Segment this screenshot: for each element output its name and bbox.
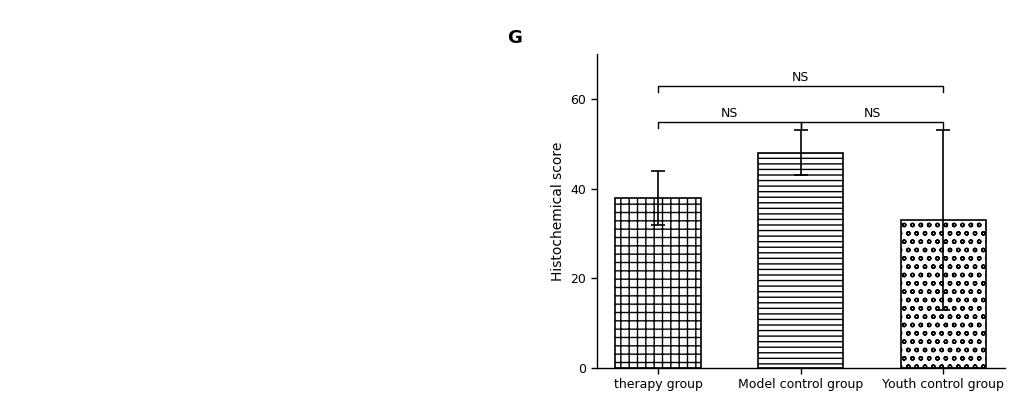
Bar (614, 198, 700, 368)
Bar (900, 220, 985, 368)
Bar (757, 153, 843, 368)
Y-axis label: Histochemical score: Histochemical score (550, 141, 565, 281)
Text: NS: NS (862, 107, 879, 120)
Text: NS: NS (720, 107, 738, 120)
Text: G: G (506, 29, 522, 47)
Text: NS: NS (791, 71, 809, 84)
